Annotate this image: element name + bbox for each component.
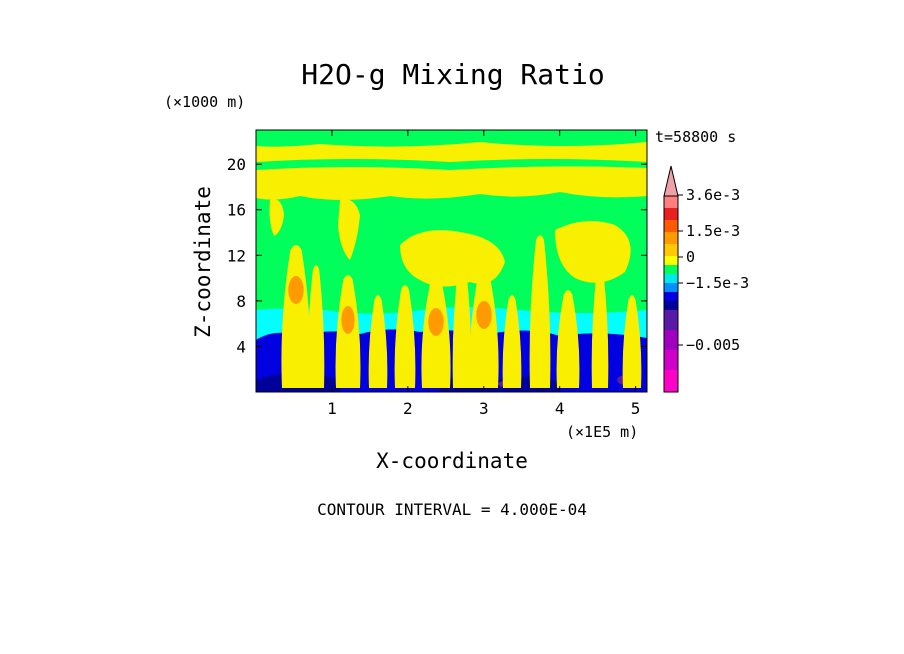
y-axis: 4 8 12 16 20 bbox=[227, 155, 647, 356]
y-tick-label: 4 bbox=[236, 337, 246, 356]
colorbar-segment bbox=[664, 330, 678, 350]
y-tick-label: 8 bbox=[236, 292, 246, 311]
thin-dry-layer bbox=[256, 159, 647, 170]
colorbar: 3.6e-3 1.5e-3 0 −1.5e-3 −0.005 bbox=[663, 165, 749, 393]
colorbar-label: 0 bbox=[686, 248, 695, 266]
convective-plume bbox=[368, 295, 388, 388]
colorbar-segment bbox=[664, 232, 678, 244]
y-tick-label: 12 bbox=[227, 246, 246, 265]
top-dry-layer bbox=[256, 130, 647, 147]
dry-pocket bbox=[460, 205, 520, 230]
x-tick-label: 1 bbox=[327, 399, 337, 418]
colorbar-label: −1.5e-3 bbox=[686, 274, 749, 292]
convective-plume bbox=[452, 260, 472, 388]
convective-plume bbox=[394, 285, 416, 388]
colorbar-segment bbox=[664, 244, 678, 256]
colorbar-segment bbox=[664, 220, 678, 232]
x-tick-label: 5 bbox=[631, 399, 641, 418]
plot-frame bbox=[255, 129, 648, 393]
dry-pocket bbox=[290, 196, 332, 230]
convective-plume bbox=[556, 290, 580, 388]
y-tick-label: 20 bbox=[227, 155, 246, 174]
colorbar-segment bbox=[664, 208, 678, 220]
y-axis-label: Z-coordinate bbox=[191, 186, 215, 338]
convective-plume bbox=[529, 235, 551, 388]
mid-moist-blob bbox=[338, 199, 360, 260]
colorbar-frame bbox=[663, 195, 679, 393]
colorbar-segment bbox=[664, 196, 678, 208]
convective-plume bbox=[591, 265, 609, 388]
plume-core bbox=[428, 308, 444, 336]
mid-moist-blob bbox=[400, 230, 505, 287]
colorbar-label: 1.5e-3 bbox=[686, 222, 740, 240]
time-label: t=58800 s bbox=[655, 128, 736, 146]
chart-title: H2O-g Mixing Ratio bbox=[301, 58, 604, 91]
convective-plume bbox=[622, 295, 642, 388]
colorbar-segment bbox=[664, 310, 678, 330]
contour-field bbox=[256, 130, 647, 392]
y-unit-label: (×1000 m) bbox=[164, 93, 245, 111]
x-tick-label: 3 bbox=[479, 399, 489, 418]
colorbar-segment bbox=[664, 265, 678, 274]
plume-core bbox=[288, 276, 304, 304]
colorbar-extend-arrow bbox=[663, 165, 679, 197]
colorbar-segment bbox=[664, 283, 678, 292]
x-tick-label: 4 bbox=[555, 399, 565, 418]
colorbar-segment bbox=[664, 301, 678, 310]
colorbar-segment bbox=[664, 350, 678, 370]
contour-interval-note: CONTOUR INTERVAL = 4.000E-04 bbox=[317, 500, 587, 519]
colorbar-segment bbox=[664, 292, 678, 301]
plume-core bbox=[341, 306, 355, 334]
convective-plume bbox=[502, 295, 522, 388]
x-tick-label: 2 bbox=[403, 399, 413, 418]
mid-moist-blob bbox=[555, 221, 631, 283]
x-axis-label: X-coordinate bbox=[376, 449, 528, 473]
x-unit-label: (×1E5 m) bbox=[566, 423, 638, 441]
mid-moist-blob bbox=[269, 199, 284, 236]
convective-plume bbox=[307, 265, 325, 388]
colorbar-label: −0.005 bbox=[686, 336, 740, 354]
plume-core bbox=[476, 301, 492, 329]
colorbar-label: 3.6e-3 bbox=[686, 186, 740, 204]
colorbar-segment bbox=[664, 370, 678, 392]
convective-plume bbox=[281, 245, 311, 388]
colorbar-segment bbox=[664, 274, 678, 283]
y-tick-label: 16 bbox=[227, 201, 246, 220]
plot-area bbox=[256, 130, 647, 392]
colorbar-segment bbox=[664, 256, 678, 265]
x-axis: 1 2 3 4 5 bbox=[327, 130, 640, 418]
